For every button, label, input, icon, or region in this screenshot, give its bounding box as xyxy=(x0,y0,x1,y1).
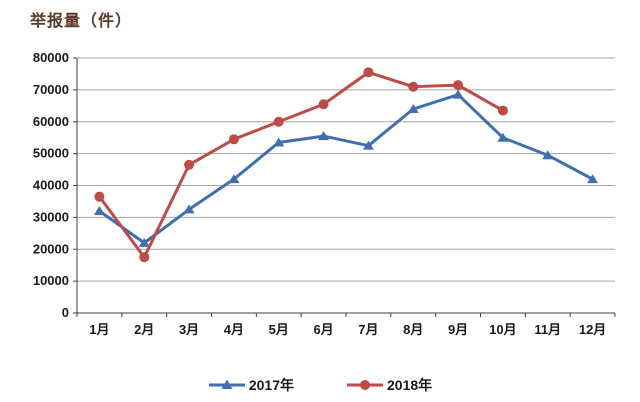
svg-text:20000: 20000 xyxy=(33,241,69,256)
legend-item-2018: 2018年 xyxy=(346,375,432,395)
legend-item-2017: 2017年 xyxy=(208,375,294,395)
svg-text:5月: 5月 xyxy=(269,322,289,337)
svg-text:7月: 7月 xyxy=(358,322,378,337)
chart-title: 举报量（件） xyxy=(30,13,133,30)
svg-text:6月: 6月 xyxy=(313,322,333,337)
svg-text:50000: 50000 xyxy=(33,146,69,161)
svg-text:1月: 1月 xyxy=(89,322,109,337)
legend: 2017年 2018年 xyxy=(0,372,640,398)
svg-text:10000: 10000 xyxy=(33,273,69,288)
line-circle-marker-icon xyxy=(347,380,383,390)
line-triangle-marker-icon xyxy=(208,379,245,389)
svg-text:9月: 9月 xyxy=(448,322,468,337)
svg-text:30000: 30000 xyxy=(33,209,69,224)
svg-text:0: 0 xyxy=(62,305,69,320)
svg-text:8月: 8月 xyxy=(403,322,423,337)
svg-text:10月: 10月 xyxy=(489,322,516,337)
svg-text:40000: 40000 xyxy=(33,178,69,193)
legend-label-2018: 2018年 xyxy=(387,377,433,393)
legend-label-2017: 2017年 xyxy=(248,377,294,393)
svg-text:80000: 80000 xyxy=(33,50,69,65)
svg-text:4月: 4月 xyxy=(224,322,244,337)
svg-text:11月: 11月 xyxy=(534,322,561,337)
svg-text:3月: 3月 xyxy=(179,322,199,337)
svg-text:2月: 2月 xyxy=(134,322,154,337)
svg-text:60000: 60000 xyxy=(33,114,69,129)
svg-text:70000: 70000 xyxy=(33,82,69,97)
svg-text:12月: 12月 xyxy=(579,322,606,337)
